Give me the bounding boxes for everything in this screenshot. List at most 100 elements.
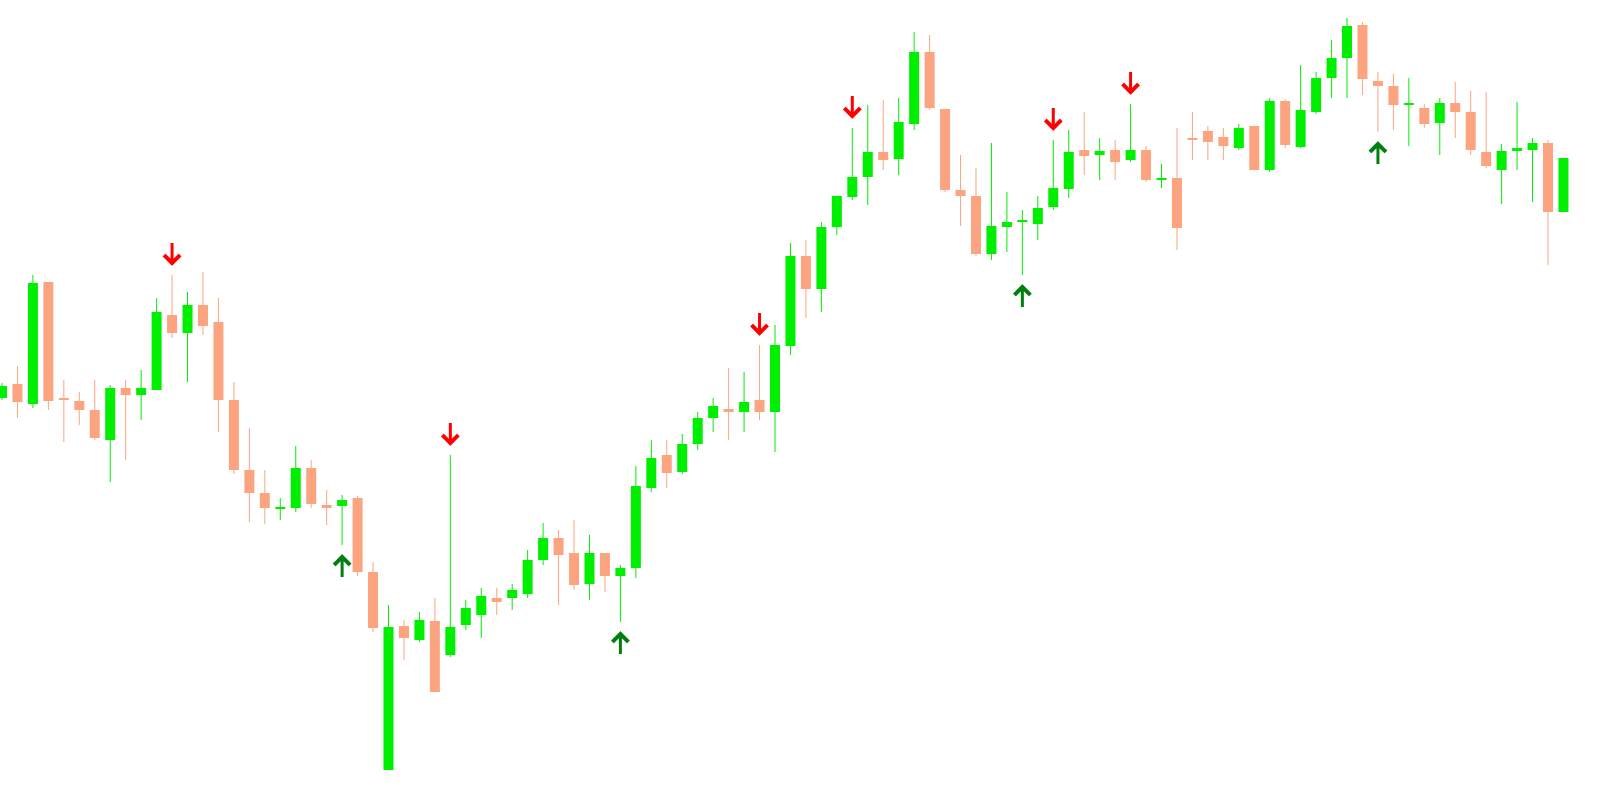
candle-body [1558,158,1569,212]
sell-arrow [750,313,769,336]
candle [182,292,193,382]
candle [383,605,394,770]
candle [228,382,239,474]
candle-body [445,627,456,655]
candle-body [120,388,131,395]
candle [507,584,518,610]
candle [290,446,301,512]
candle [677,434,688,474]
candle-body [955,190,966,196]
buy-arrow [1368,141,1388,164]
candle [1558,158,1569,212]
candle [1311,72,1322,114]
candle-body [1543,143,1553,212]
candle-body [754,400,765,412]
candle [1326,40,1337,98]
candle-body [1326,58,1337,78]
candle [986,143,997,260]
candle [0,383,7,400]
candle [1280,99,1291,148]
candle-body [1202,131,1213,142]
candle-body [1264,101,1275,170]
candle-body [1496,151,1507,170]
candle-body [893,122,904,159]
candle [58,380,69,442]
candle [368,562,379,632]
candle [12,366,23,418]
candle-body [1079,150,1090,156]
candle-body [105,388,116,440]
arrow-head [1043,118,1063,131]
candle-body [151,312,162,390]
candle [909,32,920,130]
candle-body [383,627,394,770]
candle [321,490,332,525]
candle-body [476,596,487,615]
candle-body [1527,143,1538,150]
candle-body [1280,101,1291,145]
candle-body [12,384,23,402]
candle-body [940,109,951,190]
candle [785,243,796,355]
candle [615,565,626,622]
candle-body [259,493,270,508]
candle-body [1342,26,1353,58]
candle [800,240,811,318]
candle [197,272,208,335]
candle [862,105,873,205]
candle-body [692,418,703,444]
candle [599,553,610,592]
candle [1419,104,1430,128]
candle-body [306,468,317,504]
candle-body [538,538,549,560]
candle [1481,92,1492,168]
candle-body [970,196,981,254]
candle-body [1032,208,1043,224]
candle [445,455,456,657]
candle [1388,74,1399,130]
candle-body [43,282,54,401]
candle [1372,72,1383,132]
candle-body [723,409,734,412]
candle-body [1295,110,1306,147]
arrow-head [332,554,352,567]
candle [847,128,858,200]
candle [1202,126,1213,160]
candle-body [1001,222,1012,227]
sell-arrow [440,423,460,446]
candle-body [1481,152,1492,166]
candle [878,100,889,170]
candle-body [1403,103,1414,105]
candle [831,196,842,235]
arrow-head [610,631,630,644]
candle [460,600,471,630]
candle [414,612,425,642]
candle [1079,112,1090,175]
candle [924,35,935,110]
candle [630,466,641,578]
arrow-head [440,433,460,446]
candle-body [739,402,750,412]
candle-body [661,455,672,473]
arrow-head [842,106,862,119]
candle-body [460,608,471,625]
candle [538,523,549,565]
candle [74,392,85,425]
candle [1187,112,1198,160]
arrow-head [1368,141,1388,154]
candle [244,428,255,522]
candle-body [909,52,920,124]
candle [89,380,100,440]
candle [1434,98,1445,155]
candle-body [847,177,858,197]
candle-body [1171,178,1182,228]
candle [816,222,827,312]
candle [491,588,502,615]
candle [1110,140,1121,180]
candle [120,380,131,460]
candle-body [58,398,69,400]
candle-body [816,227,827,289]
candle [661,440,672,488]
candle-body [1357,25,1368,79]
